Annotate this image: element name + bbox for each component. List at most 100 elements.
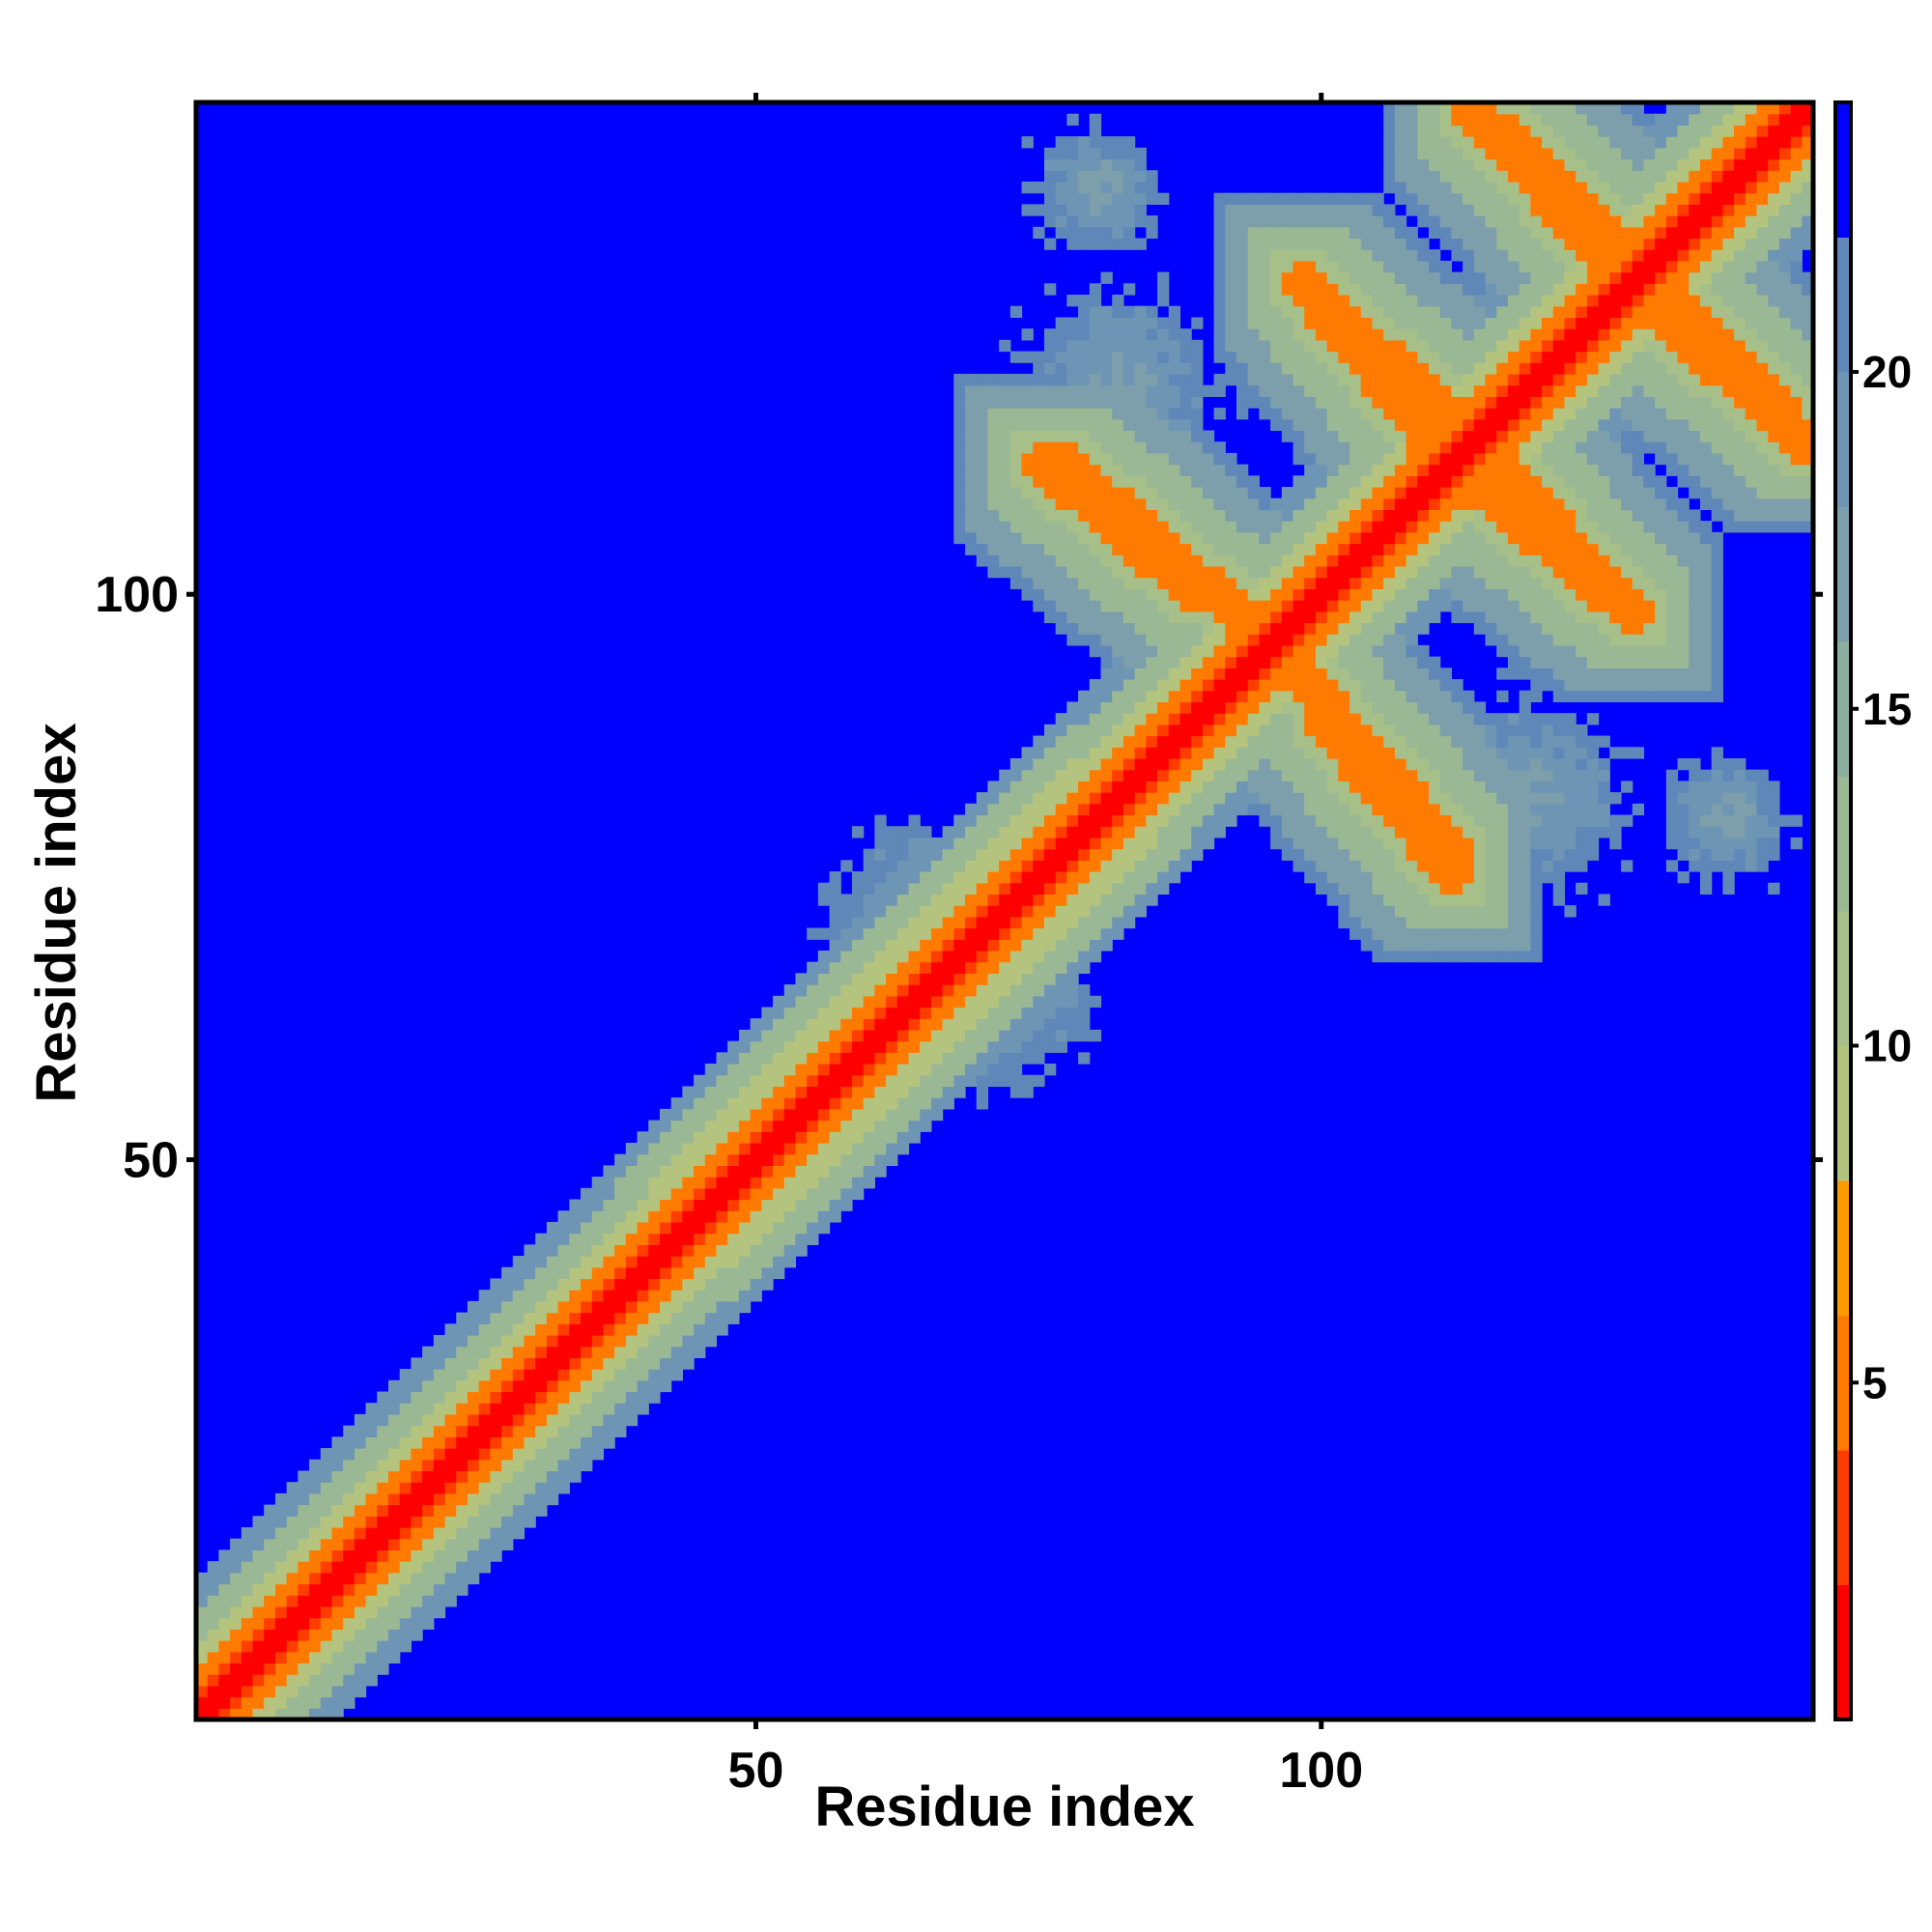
heatmap-cell bbox=[331, 1640, 344, 1653]
heatmap-cell bbox=[1281, 215, 1294, 228]
heatmap-cell bbox=[1100, 690, 1113, 703]
heatmap-cell bbox=[1428, 452, 1441, 466]
heatmap-cell bbox=[614, 1187, 627, 1201]
heatmap-cell bbox=[1406, 600, 1418, 612]
heatmap-cell bbox=[1247, 339, 1260, 353]
heatmap-cell bbox=[874, 1131, 887, 1144]
heatmap-cell bbox=[1033, 181, 1045, 194]
heatmap-cell bbox=[1519, 181, 1531, 194]
heatmap-cell bbox=[1360, 701, 1374, 714]
heatmap-cell bbox=[1439, 181, 1452, 194]
heatmap-cell bbox=[501, 1357, 514, 1370]
heatmap-cell bbox=[1507, 826, 1520, 838]
heatmap-cell bbox=[1146, 452, 1158, 466]
heatmap-cell bbox=[1451, 418, 1463, 432]
heatmap-cell bbox=[354, 1640, 367, 1653]
heatmap-cell bbox=[1168, 668, 1181, 680]
heatmap-cell bbox=[546, 1256, 559, 1268]
heatmap-cell bbox=[976, 1086, 989, 1098]
heatmap-cell bbox=[727, 1278, 740, 1291]
heatmap-cell bbox=[773, 1187, 785, 1201]
heatmap-cell bbox=[1112, 430, 1124, 442]
heatmap-cell bbox=[807, 1040, 819, 1053]
heatmap-cell bbox=[840, 1064, 853, 1076]
heatmap-cell bbox=[1236, 701, 1249, 714]
heatmap-cell bbox=[1122, 543, 1136, 555]
heatmap-cell bbox=[637, 1210, 649, 1223]
heatmap-cell bbox=[1463, 181, 1475, 194]
heatmap-cell bbox=[1100, 679, 1113, 692]
heatmap-cell bbox=[1463, 215, 1475, 228]
heatmap-cell bbox=[1463, 487, 1475, 499]
heatmap-cell bbox=[1338, 848, 1350, 861]
heatmap-cell bbox=[896, 927, 910, 940]
heatmap-cell bbox=[694, 1312, 706, 1324]
heatmap-cell bbox=[987, 373, 1000, 386]
heatmap-cell bbox=[1496, 757, 1509, 771]
heatmap-cell bbox=[1519, 441, 1531, 454]
heatmap-cell bbox=[467, 1482, 480, 1494]
heatmap-cell bbox=[1360, 260, 1374, 273]
heatmap-cell bbox=[1552, 848, 1566, 861]
heatmap-cell bbox=[659, 1244, 672, 1257]
heatmap-cell bbox=[920, 1007, 932, 1019]
heatmap-cell bbox=[1100, 305, 1113, 319]
heatmap-cell bbox=[433, 1346, 446, 1358]
heatmap-cell bbox=[1304, 339, 1317, 353]
heatmap-cell bbox=[1089, 950, 1102, 963]
heatmap-cell bbox=[1451, 690, 1463, 703]
heatmap-cell bbox=[1439, 521, 1452, 533]
heatmap-cell bbox=[738, 1300, 752, 1314]
heatmap-cell bbox=[1463, 452, 1475, 466]
heatmap-cell bbox=[1146, 373, 1158, 386]
heatmap-cell bbox=[1519, 668, 1531, 680]
heatmap-cell bbox=[840, 916, 853, 929]
heatmap-cell bbox=[682, 1346, 695, 1358]
heatmap-cell bbox=[377, 1595, 389, 1607]
heatmap-cell bbox=[1293, 611, 1305, 624]
heatmap-cell bbox=[1236, 396, 1249, 409]
heatmap-cell bbox=[1507, 204, 1520, 216]
heatmap-cell bbox=[1236, 577, 1249, 589]
heatmap-cell bbox=[1315, 226, 1328, 240]
heatmap-cell bbox=[1202, 713, 1215, 725]
heatmap-cell bbox=[1293, 781, 1305, 793]
heatmap-cell bbox=[1383, 509, 1396, 522]
heatmap-cell bbox=[1066, 826, 1079, 838]
heatmap-cell bbox=[1428, 905, 1441, 918]
heatmap-cell bbox=[1406, 283, 1418, 296]
heatmap-cell bbox=[1473, 497, 1487, 511]
heatmap-cell bbox=[1100, 735, 1113, 748]
heatmap-cell bbox=[1451, 396, 1463, 409]
heatmap-cell bbox=[896, 950, 910, 963]
heatmap-cell bbox=[365, 1403, 378, 1415]
heatmap-cell bbox=[1485, 147, 1497, 160]
heatmap-cell bbox=[1213, 634, 1226, 646]
heatmap-cell bbox=[1383, 939, 1396, 952]
heatmap-cell bbox=[1360, 271, 1374, 284]
heatmap-cell bbox=[1564, 837, 1577, 850]
heatmap-cell bbox=[1213, 554, 1226, 567]
heatmap-cell bbox=[1326, 882, 1339, 895]
heatmap-cell bbox=[1247, 757, 1260, 771]
heatmap-cell bbox=[1213, 373, 1226, 386]
heatmap-cell bbox=[1338, 894, 1350, 906]
heatmap-cell bbox=[1394, 475, 1407, 488]
heatmap-cell bbox=[716, 1256, 728, 1268]
heatmap-cell bbox=[1033, 351, 1045, 363]
heatmap-cell bbox=[1179, 430, 1192, 442]
heatmap-cell bbox=[1089, 125, 1102, 137]
heatmap-cell bbox=[603, 1210, 615, 1223]
heatmap-cell bbox=[750, 1074, 762, 1088]
heatmap-cell bbox=[976, 384, 989, 397]
heatmap-cell bbox=[399, 1516, 412, 1528]
heatmap-cell bbox=[1157, 339, 1170, 353]
heatmap-cell bbox=[750, 1029, 762, 1042]
heatmap-cell bbox=[1338, 724, 1350, 737]
heatmap-cell bbox=[1112, 724, 1124, 737]
heatmap-cell bbox=[1360, 531, 1374, 545]
heatmap-cell bbox=[1338, 769, 1350, 781]
heatmap-cell bbox=[1315, 396, 1328, 409]
heatmap-cell bbox=[1293, 803, 1305, 816]
heatmap-cell bbox=[1089, 690, 1102, 703]
